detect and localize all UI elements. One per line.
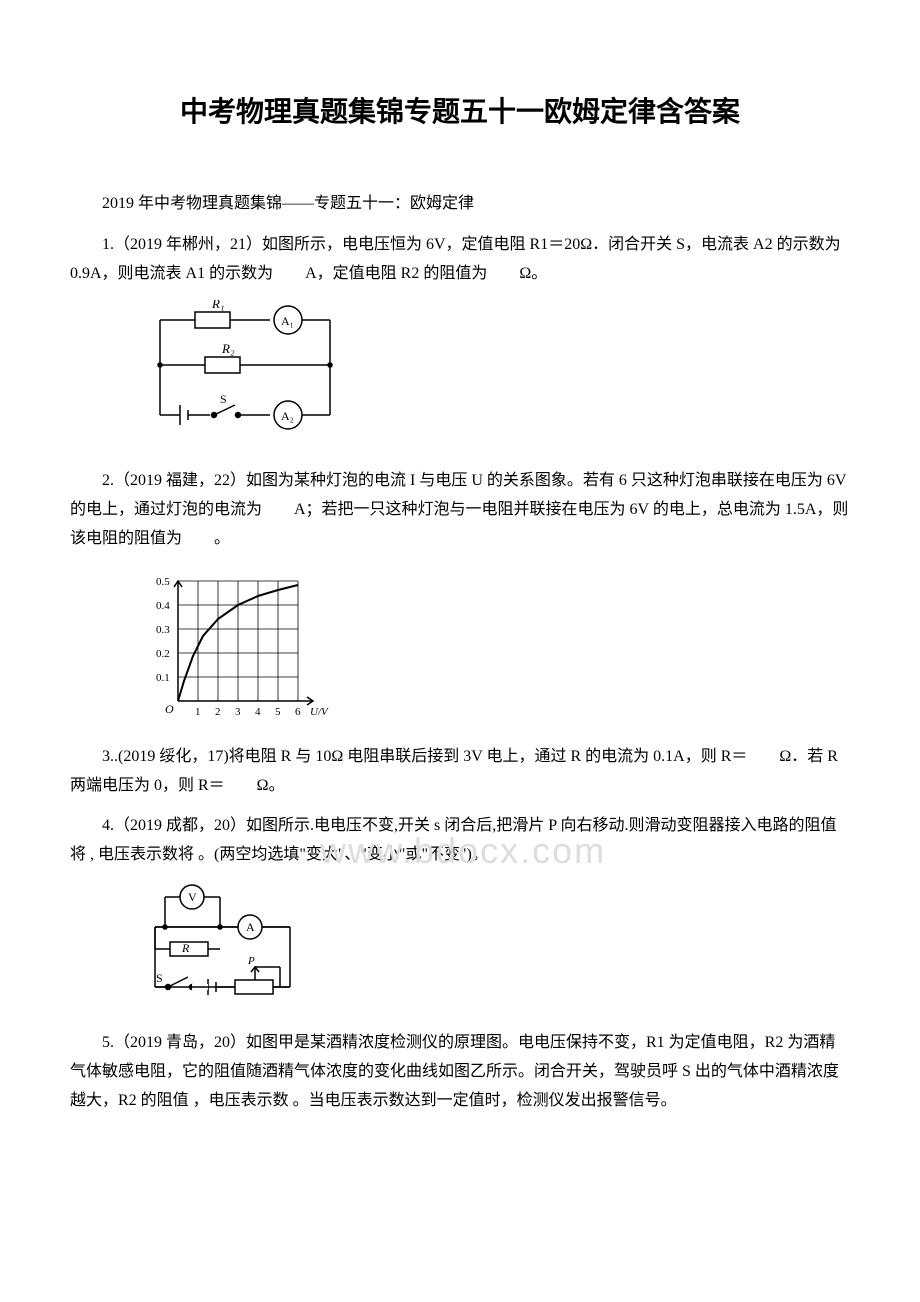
intro-text: 2019 年中考物理真题集锦——专题五十一：欧姆定律 xyxy=(70,190,850,219)
label-r1: R₁ xyxy=(211,300,224,311)
label-p: P xyxy=(247,955,255,967)
origin-label: O xyxy=(165,702,174,716)
label-r2: R₂ xyxy=(221,341,235,356)
label-a: A xyxy=(246,920,255,934)
question-3: 3..(2019 绥化，17)将电阻 R 与 10Ω 电阻串联后接到 3V 电上… xyxy=(70,743,850,801)
figure-1-circuit: R₁ R₂ A₁ A₂ S xyxy=(140,300,850,455)
xtick: 6 xyxy=(295,706,301,718)
ytick: 0.4 xyxy=(156,600,170,612)
question-4: 4.（2019 成都，20）如图所示.电电压不变,开关 s 闭合后,把滑片 P … xyxy=(70,812,850,870)
xtick: 5 xyxy=(275,706,281,718)
ytick: 0.3 xyxy=(156,624,170,636)
figure-3-circuit: V A R S P xyxy=(140,882,850,1017)
label-a1: A₁ xyxy=(281,314,294,328)
label-s: S xyxy=(220,392,227,406)
question-2: 2.（2019 福建，22）如图为某种灯泡的电流 I 与电压 U 的关系图象。若… xyxy=(70,467,850,553)
xtick: 4 xyxy=(255,706,261,718)
page-title: 中考物理真题集锦专题五十一欧姆定律含答案 xyxy=(70,90,850,130)
label-v: V xyxy=(188,890,197,904)
ytick: 0.2 xyxy=(156,648,170,660)
label-r: R xyxy=(181,941,190,955)
question-1: 1.（2019 年郴州，21）如图所示，电电压恒为 6V，定值电阻 R1＝20Ω… xyxy=(70,231,850,289)
xtick: 2 xyxy=(215,706,221,718)
figure-2-graph: 0.5 0.4 0.3 0.2 0.1 1 2 3 4 5 6 U/V O xyxy=(140,566,850,731)
label-a2: A₂ xyxy=(281,409,294,423)
xtick: 1 xyxy=(195,706,201,718)
xtick: 3 xyxy=(235,706,241,718)
question-5: 5.（2019 青岛，20）如图甲是某酒精浓度检测仪的原理图。电电压保持不变，R… xyxy=(70,1029,850,1115)
xlabel: U/V xyxy=(310,706,329,718)
ytick: 0.1 xyxy=(156,672,170,684)
ytick: 0.5 xyxy=(156,576,170,588)
label-s: S xyxy=(156,971,163,985)
